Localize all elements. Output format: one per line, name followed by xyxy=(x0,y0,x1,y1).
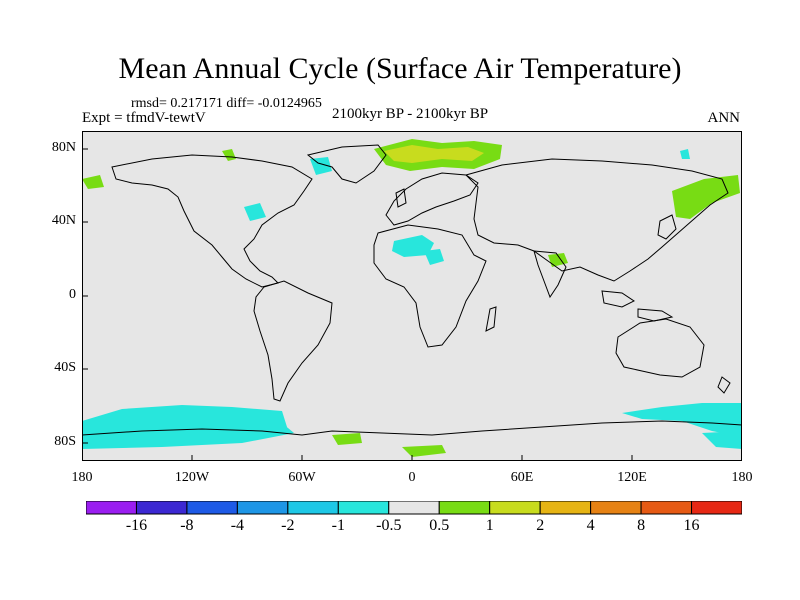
axis-ticks xyxy=(82,148,633,461)
lon-tick-60w: 60W xyxy=(288,470,316,485)
lon-tick-180w: 180 xyxy=(71,470,93,485)
colorbar-swatch xyxy=(337,501,390,515)
plot-title: Mean Annual Cycle (Surface Air Temperatu… xyxy=(118,52,682,85)
colorbar-label: -8 xyxy=(180,517,194,534)
experiment-label: Expt = tfmdV-tewtV xyxy=(82,110,206,126)
colorbar-label: -0.5 xyxy=(376,517,402,534)
colorbar-swatch xyxy=(489,501,541,515)
colorbar-label: 0.5 xyxy=(429,517,450,534)
anomaly-patches xyxy=(82,139,742,457)
colorbar-label: 16 xyxy=(683,517,700,534)
colorbar-swatch xyxy=(287,501,339,515)
colorbar-swatch xyxy=(640,501,693,515)
colorbar-swatch xyxy=(388,501,440,515)
colorbar-label: -4 xyxy=(230,517,245,534)
lon-tick-180e: 180 xyxy=(731,470,753,485)
lat-tick-0: 0 xyxy=(69,287,76,302)
period-label: 2100kyr BP - 2100kyr BP xyxy=(331,106,489,122)
colorbar-label: 8 xyxy=(637,517,646,534)
lat-tick-40n: 40N xyxy=(51,213,76,228)
lon-tick-60e: 60E xyxy=(510,470,534,485)
colorbar-label: -2 xyxy=(281,517,295,534)
colorbar-swatch xyxy=(691,501,742,515)
colorbar-swatch xyxy=(236,501,289,515)
colorbar-swatch xyxy=(539,501,592,515)
colorbar-swatch xyxy=(186,501,238,515)
stats-text: rmsd= 0.217171 diff= -0.0124965 xyxy=(131,96,322,111)
colorbar-label: -1 xyxy=(331,517,345,534)
lat-tick-80n: 80N xyxy=(51,140,76,155)
lon-tick-120e: 120E xyxy=(617,470,647,485)
colorbar-swatch xyxy=(135,501,188,515)
temperature-map xyxy=(82,131,742,461)
colorbar-swatch xyxy=(590,501,642,515)
lat-tick-80s: 80S xyxy=(54,434,76,449)
colorbar-swatch xyxy=(438,501,491,515)
colorbar xyxy=(86,501,742,515)
colorbar-label: 2 xyxy=(536,517,545,534)
season-label: ANN xyxy=(707,110,741,126)
lon-tick-0: 0 xyxy=(408,470,416,485)
lat-tick-40s: 40S xyxy=(54,360,76,375)
colorbar-label: 4 xyxy=(586,517,595,534)
colorbar-label: 1 xyxy=(485,517,494,534)
coastlines xyxy=(82,144,742,436)
lon-tick-120w: 120W xyxy=(174,470,210,485)
colorbar-swatch xyxy=(86,501,137,515)
colorbar-label: -16 xyxy=(125,517,148,534)
